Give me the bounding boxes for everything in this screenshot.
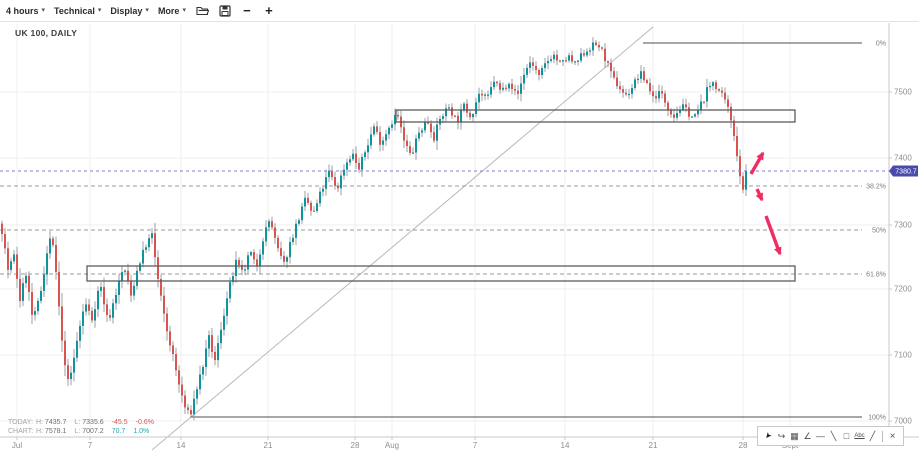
chart-canvas[interactable]: UK 100, DAILY 0% 38.2% 50% 61.8% 100% Jul 7 14 2… [0, 22, 919, 453]
today-change: -45.5 [111, 419, 128, 426]
chevron-down-icon: ▾ [145, 7, 149, 14]
y-axis-label: 7100 [894, 351, 912, 360]
save-icon[interactable] [217, 3, 233, 19]
rectangle-tool-icon[interactable]: □ [843, 431, 850, 441]
momentum-arrows[interactable] [749, 151, 782, 256]
curved-arrow-tool-icon[interactable]: ↪ [777, 430, 786, 441]
chevron-down-icon: ▾ [182, 7, 186, 14]
x-axis-label: 14 [177, 441, 186, 450]
chart-toolbar: 4 hours ▾ Technical ▾ Display ▾ More ▾ [0, 0, 919, 22]
y-axis-label: 7200 [894, 285, 912, 294]
fib-level-label: 50% [872, 228, 886, 235]
y-axis-label: 7000 [894, 417, 912, 426]
y-axis-label: 7400 [894, 154, 912, 163]
open-folder-icon[interactable] [195, 3, 211, 19]
y-axis-label: 7500 [894, 88, 912, 97]
arrow-annotation[interactable] [764, 215, 782, 256]
trendline[interactable] [151, 26, 654, 451]
zoom-in-button[interactable]: + [265, 3, 273, 18]
close-toolbox-icon[interactable]: × [889, 430, 896, 442]
horizontal-line-tool-icon[interactable]: — [816, 431, 825, 441]
x-axis-label: 21 [649, 441, 658, 450]
instrument-title: UK 100, DAILY [15, 28, 78, 38]
fib-retracement[interactable]: 0% 38.2% 50% 61.8% 100% [0, 41, 886, 422]
today-change-pct: -0.6% [135, 419, 154, 426]
chevron-down-icon: ▾ [41, 7, 46, 14]
chart-change: 70.7 [111, 428, 126, 435]
chart-low: 7007.2 [82, 428, 104, 435]
x-axis-label: Jul [12, 441, 22, 450]
fib-level-label: 100% [868, 415, 886, 422]
chart-change-pct: 1.0% [133, 428, 150, 435]
display-menu[interactable]: Display ▾ [110, 5, 149, 16]
period-dropdown[interactable]: 4 hours ▾ [6, 6, 45, 16]
x-axis-label: 7 [88, 441, 93, 450]
arrow-annotation[interactable] [749, 151, 765, 175]
gridlines [0, 23, 889, 437]
current-price-badge: 7380.7 [889, 165, 918, 177]
x-axis-label: 21 [264, 441, 273, 450]
y-axis-label: 7300 [894, 221, 912, 230]
fib-level-label: 38.2% [866, 184, 886, 191]
candlestick-chart[interactable]: 0%38.2%50%61.8%100%Jul7142128Aug7142128S… [0, 22, 919, 453]
x-axis-label: 28 [351, 441, 360, 450]
x-axis-label: 14 [561, 441, 570, 450]
ohlc-info-overlay: TODAY: H: 7435.7 L: 7335.6 -45.5 -0.6% C… [8, 418, 162, 436]
svg-text:7380.7: 7380.7 [895, 169, 917, 176]
today-high: 7435.7 [45, 419, 67, 426]
drawing-toolbox: ➤ ↪ ▦ ∠ — ╲ □ Abc ╱ × [757, 426, 904, 446]
text-tool-icon[interactable]: Abc [854, 433, 865, 439]
fib-retracement-tool-icon[interactable]: ▦ [790, 430, 799, 441]
fib-level-label: 61.8% [866, 272, 886, 279]
period-label: 4 hours [6, 5, 39, 16]
arrow-annotation[interactable] [755, 188, 764, 202]
support-zone-rect[interactable] [86, 265, 796, 282]
technical-menu[interactable]: Technical ▾ [54, 5, 102, 16]
x-axis-label: Aug [385, 441, 399, 450]
x-axis-label: 7 [473, 441, 478, 450]
chart-high: 7578.1 [45, 428, 67, 435]
fib-level-label: 0% [876, 41, 886, 48]
more-menu[interactable]: More ▾ [157, 5, 186, 16]
chart-stats-row: CHART: H: 7578.1 L: 7007.2 70.7 1.0% [8, 428, 150, 435]
zoom-out-button[interactable]: − [243, 3, 251, 18]
trendline-tool-icon[interactable]: ╲ [830, 430, 837, 441]
chevron-down-icon: ▾ [97, 7, 102, 14]
today-stats-row: TODAY: H: 7435.7 L: 7335.6 -45.5 -0.6% [8, 419, 154, 426]
resistance-zone-rect[interactable] [395, 109, 796, 123]
toolbox-divider [882, 430, 883, 442]
line-tool-icon[interactable]: ╱ [869, 430, 876, 441]
x-axis-label: 28 [739, 441, 748, 450]
candlestick-layer [1, 37, 747, 421]
fan-lines-tool-icon[interactable]: ∠ [803, 430, 812, 441]
today-low: 7335.6 [82, 419, 104, 426]
